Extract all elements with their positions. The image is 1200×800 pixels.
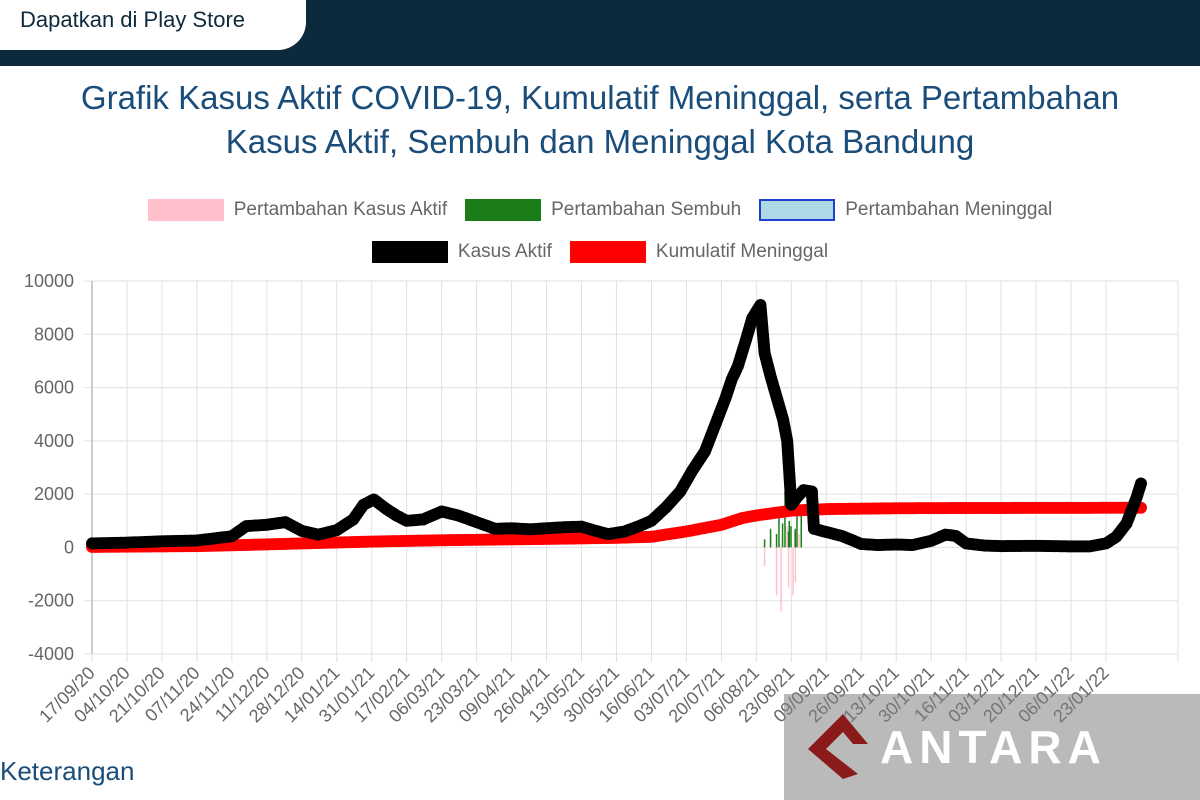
- legend-item-pertambahan-kasus-aktif[interactable]: Pertambahan Kasus Aktif: [147, 199, 448, 221]
- y-tick-label: -4000: [28, 644, 74, 664]
- legend-swatch-pertambahan-meninggal: [759, 199, 836, 221]
- y-axis-ticks: 10000 8000 6000 4000 2000 0 -2000 -4000: [24, 271, 74, 664]
- y-tick-label: 8000: [34, 324, 74, 344]
- y-tick-label: 10000: [24, 271, 74, 291]
- line-series: [86, 298, 1147, 553]
- legend-item-kasus-aktif[interactable]: Kasus Aktif: [371, 241, 552, 263]
- legend-item-pertambahan-sembuh[interactable]: Pertambahan Sembuh: [465, 199, 741, 221]
- legend-swatch-pertambahan-sembuh: [465, 199, 542, 221]
- chart-title-line-2: Kasus Aktif, Sembuh dan Meninggal Kota B…: [225, 123, 975, 160]
- grid-lines: [84, 280, 1179, 662]
- play-store-button[interactable]: Dapatkan di Play Store: [0, 0, 306, 50]
- y-tick-label: 4000: [34, 431, 74, 451]
- legend-row-1: Pertambahan Kasus Aktif Pertambahan Semb…: [0, 195, 1200, 225]
- legend-swatch-pertambahan-kasus-aktif: [147, 199, 224, 221]
- legend-label-kumulatif-meninggal: Kumulatif Meninggal: [655, 241, 829, 262]
- legend-item-kumulatif-meninggal[interactable]: Kumulatif Meninggal: [569, 241, 829, 263]
- bar-series: [763, 491, 803, 612]
- legend-swatch-kasus-aktif: [371, 241, 448, 263]
- antara-watermark: ANTARA: [784, 694, 1200, 800]
- legend-swatch-kumulatif-meninggal: [569, 241, 646, 263]
- y-tick-label: -2000: [28, 591, 74, 611]
- watermark-text: ANTARA: [880, 721, 1107, 773]
- y-tick-label: 2000: [34, 484, 74, 504]
- antara-logo-icon: [808, 714, 868, 779]
- y-tick-label: 6000: [34, 378, 74, 398]
- chart-title: Grafik Kasus Aktif COVID-19, Kumulatif M…: [0, 76, 1200, 164]
- legend-item-pertambahan-meninggal[interactable]: Pertambahan Meninggal: [759, 199, 1052, 221]
- legend-row-2: Kasus Aktif Kumulatif Meninggal: [0, 237, 1200, 267]
- keterangan-heading: Keterangan: [0, 756, 135, 786]
- point-kasus-aktif: [1134, 477, 1147, 490]
- chart-legend: Pertambahan Kasus Aktif Pertambahan Semb…: [0, 195, 1200, 279]
- chart-title-line-1: Grafik Kasus Aktif COVID-19, Kumulatif M…: [80, 79, 1120, 116]
- legend-label-kasus-aktif: Kasus Aktif: [457, 241, 552, 262]
- y-tick-label: 0: [64, 537, 74, 557]
- legend-label-pertambahan-kasus-aktif: Pertambahan Kasus Aktif: [233, 199, 448, 220]
- legend-label-pertambahan-sembuh: Pertambahan Sembuh: [551, 199, 742, 220]
- legend-label-pertambahan-meninggal: Pertambahan Meninggal: [845, 199, 1053, 220]
- top-banner: Dapatkan di Play Store: [0, 0, 1200, 66]
